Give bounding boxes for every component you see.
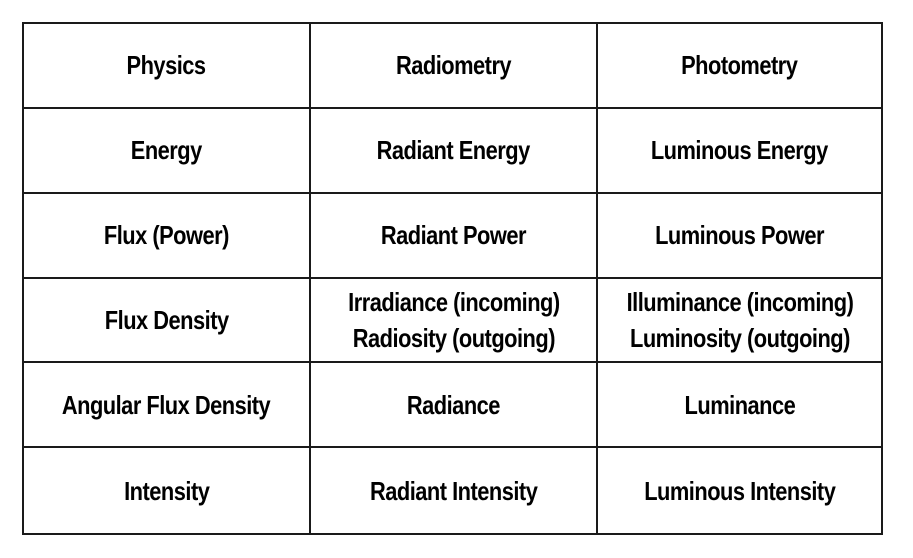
table-cell-physics: Intensity — [24, 448, 311, 533]
table-cell-radiometry: Radiant Intensity — [311, 448, 598, 533]
table-cell-photometry: Luminance — [598, 363, 881, 449]
cell-text: Energy — [130, 135, 203, 166]
table-cell-physics: Energy — [24, 108, 311, 194]
units-table: Physics Radiometry Photometry Energy Rad… — [22, 22, 883, 535]
header-physics: Physics — [24, 24, 311, 109]
cell-text: Flux (Power) — [103, 220, 230, 251]
table-cell-physics: Angular Flux Density — [24, 363, 311, 449]
cell-text: Radiance — [406, 389, 501, 420]
header-radiometry-label: Radiometry — [395, 50, 512, 81]
cell-text: Irradiance (incoming) — [347, 286, 560, 317]
header-radiometry: Radiometry — [311, 24, 598, 109]
cell-text: Radiant Power — [380, 220, 527, 251]
table-cell-radiometry: Radiant Power — [311, 193, 598, 279]
header-physics-label: Physics — [126, 50, 207, 81]
cell-text: Luminance — [684, 389, 795, 420]
cell-text: Radiant Intensity — [369, 475, 538, 506]
cell-text: Intensity — [123, 475, 210, 506]
cell-text: Angular Flux Density — [62, 389, 271, 420]
cell-text: Luminous Power — [655, 220, 824, 251]
header-photometry: Photometry — [598, 24, 881, 109]
table-cell-physics: Flux Density — [24, 278, 311, 364]
table-cell-photometry: Luminous Energy — [598, 109, 881, 194]
cell-text: Illuminance (incoming) — [626, 286, 853, 317]
cell-text: Radiant Energy — [376, 135, 531, 166]
table-cell-photometry: Luminous Power — [598, 194, 881, 279]
table-cell-radiometry: Radiant Energy — [311, 108, 598, 194]
cell-text: Flux Density — [104, 304, 229, 335]
table-cell-radiometry: Irradiance (incoming) Radiosity (outgoing… — [311, 278, 598, 364]
header-photometry-label: Photometry — [681, 50, 798, 81]
table-cell-radiometry: Radiance — [311, 363, 598, 449]
table-cell-photometry: Luminous Intensity — [598, 448, 881, 533]
table-cell-physics: Flux (Power) — [24, 193, 311, 279]
cell-text: Luminosity (outgoing) — [629, 322, 850, 353]
cell-text: Radiosity (outgoing) — [352, 322, 555, 353]
cell-text: Luminous Intensity — [643, 475, 836, 506]
table-cell-photometry: Illuminance (incoming) Luminosity (outgoi… — [598, 279, 881, 364]
cell-text: Luminous Energy — [651, 135, 828, 166]
